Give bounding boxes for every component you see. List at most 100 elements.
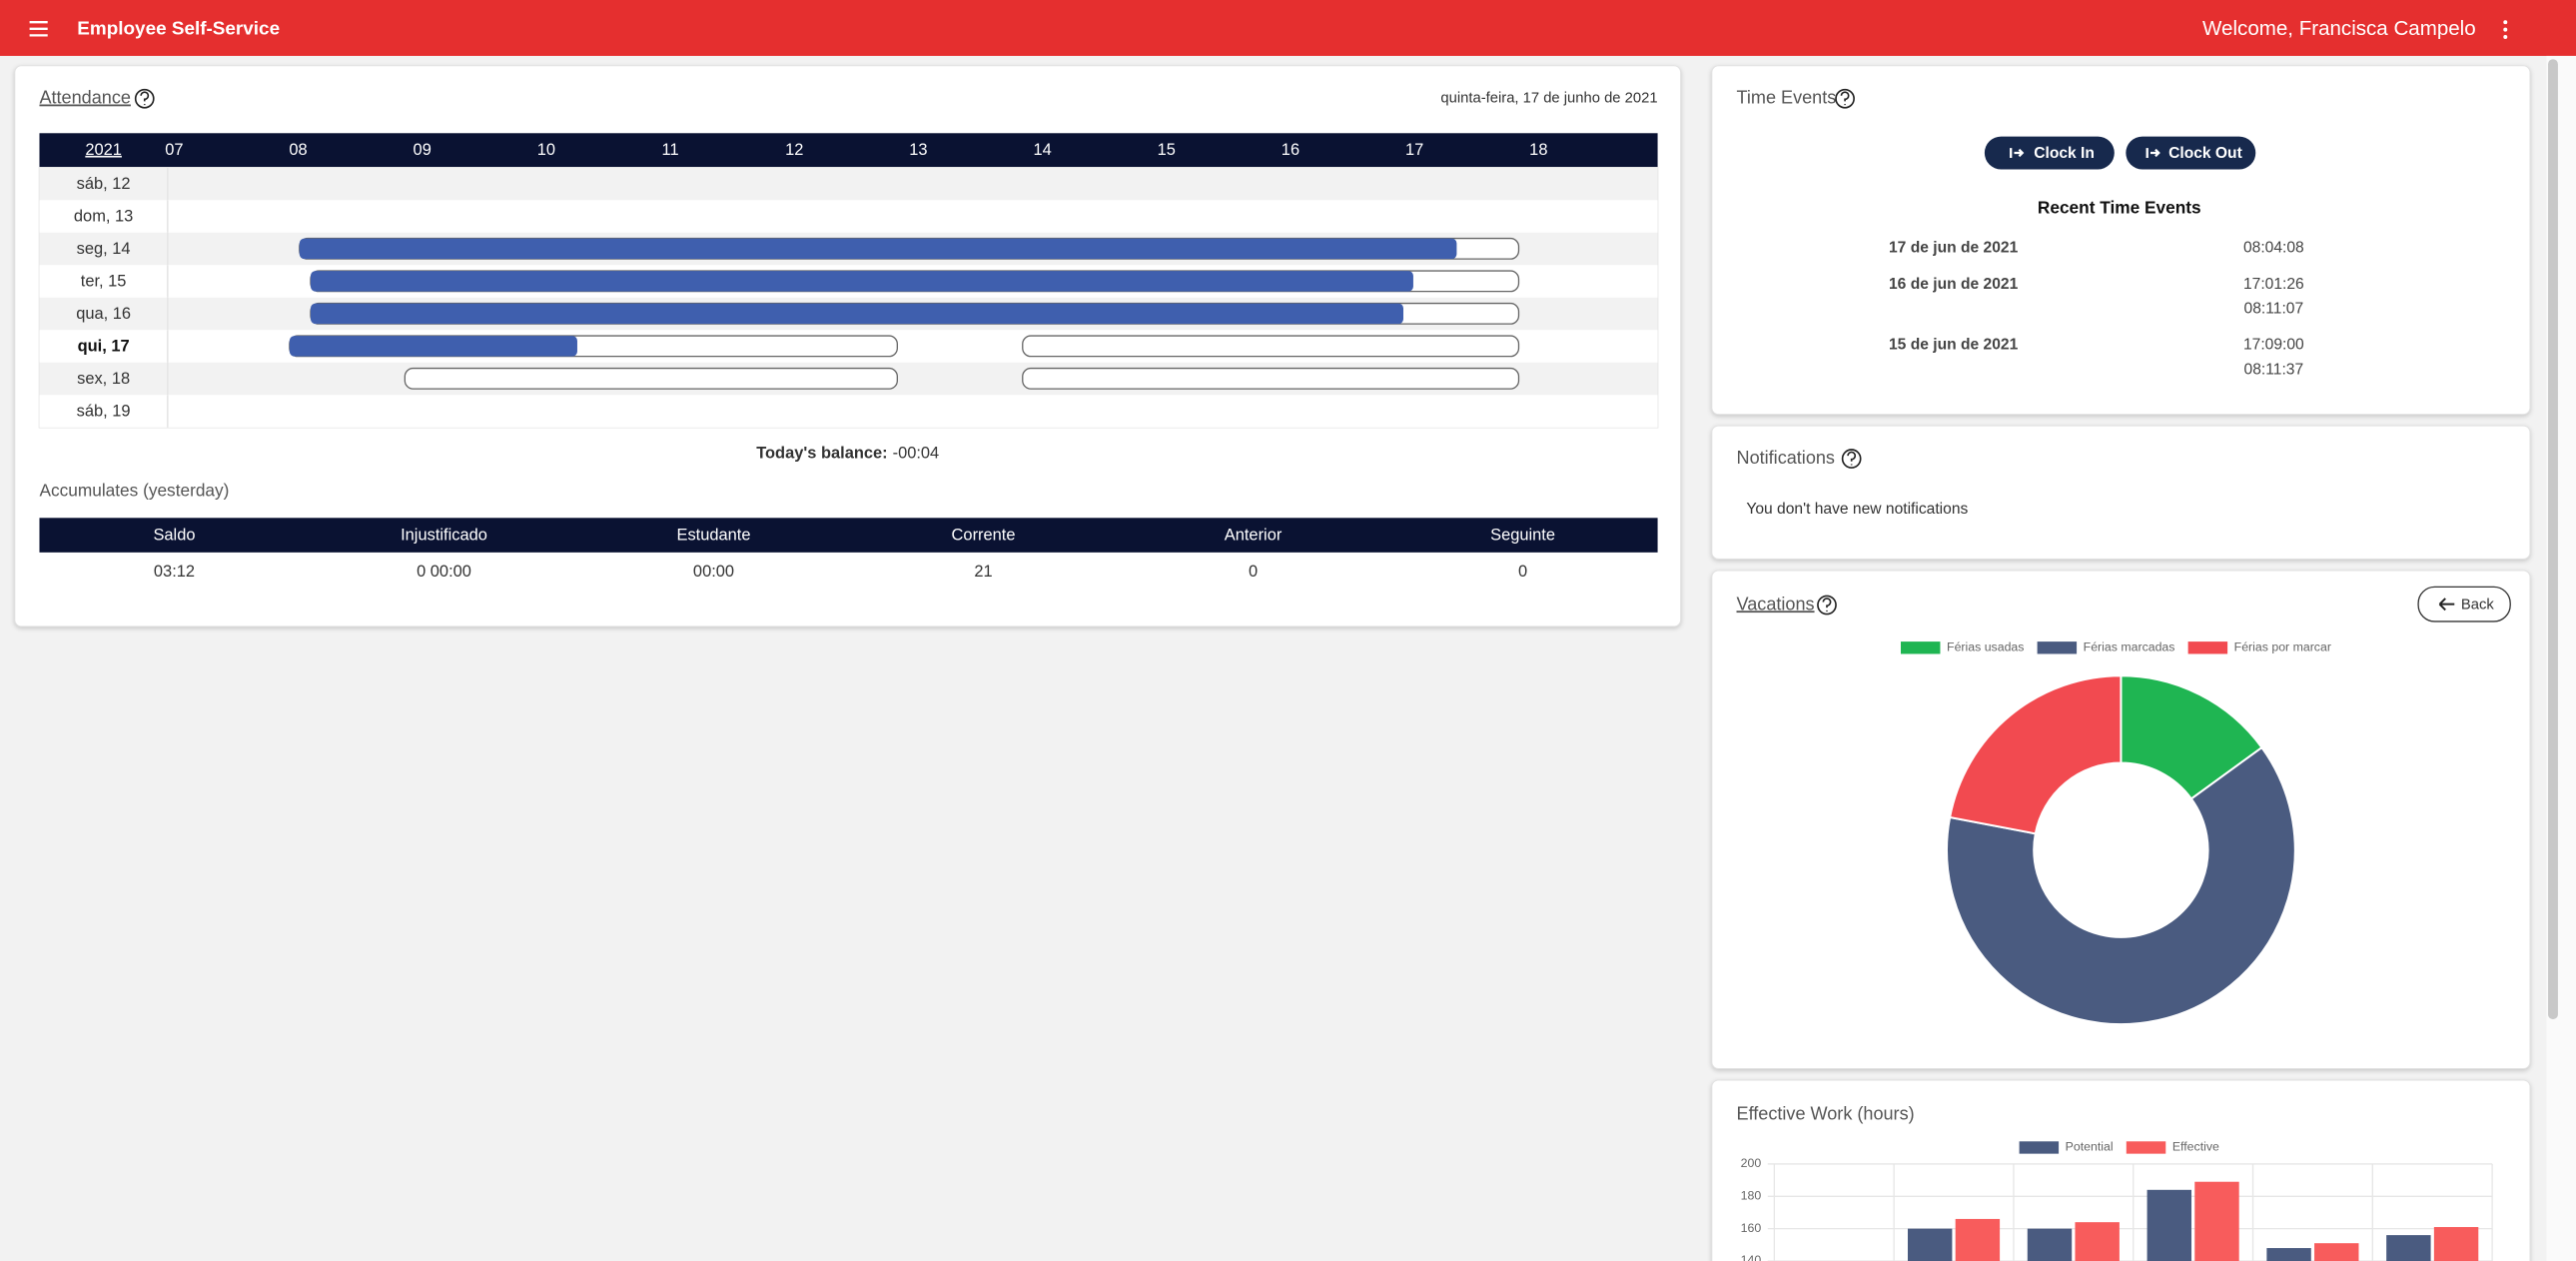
card-title: Notifications (1737, 448, 1835, 468)
legend-label: Effective (2172, 1140, 2219, 1154)
cell: 0 (1249, 563, 1258, 581)
card-title[interactable]: Attendance (39, 88, 130, 108)
event-time: 08:04:08 (2243, 240, 2304, 257)
button-label: Clock Out (2168, 145, 2242, 162)
y-tick-label: 160 (1741, 1221, 1762, 1235)
hour-tick-label: 09 (414, 141, 431, 159)
button-label: Back (2461, 597, 2494, 613)
legend-swatch (1900, 641, 1941, 654)
cell: 03:12 (154, 563, 195, 581)
hour-tick-label: 16 (1282, 141, 1299, 159)
y-tick-label: 180 (1741, 1189, 1762, 1203)
hour-tick-label: 07 (165, 141, 183, 159)
bar (2314, 1243, 2359, 1261)
day-label: sex, 18 (77, 370, 130, 388)
event-date: 17 de jun de 2021 (1889, 240, 2019, 257)
y-tick-label: 140 (1741, 1253, 1762, 1261)
legend-swatch (2187, 641, 2228, 654)
hour-tick-label: 14 (1033, 141, 1051, 159)
legend-swatch (2037, 641, 2078, 654)
event-date: 15 de jun de 2021 (1889, 337, 2019, 354)
current-date: quinta-feira, 17 de junho de 2021 (1440, 91, 1657, 107)
cell: 21 (974, 563, 992, 581)
cell: 00:00 (693, 563, 734, 581)
clock-out-button[interactable]: Clock Out (2126, 136, 2256, 170)
help-icon[interactable] (1817, 595, 1837, 616)
worked-bar (310, 303, 1404, 325)
app-bar (0, 0, 2576, 56)
recent-title: Recent Time Events (2038, 198, 2201, 218)
day-row (39, 167, 1658, 201)
hour-tick-label: 11 (662, 141, 679, 159)
legend-swatch (2126, 1141, 2166, 1154)
balance-value: -00:04 (893, 444, 940, 462)
time-events-card (1711, 65, 2531, 416)
legend-label: Potential (2066, 1140, 2114, 1154)
day-label: qua, 16 (76, 305, 131, 323)
bar (2386, 1235, 2431, 1261)
help-icon[interactable] (1841, 449, 1862, 469)
day-label: sáb, 19 (77, 403, 131, 421)
bar (2147, 1189, 2191, 1261)
legend-swatch (2019, 1141, 2060, 1154)
pie-slice (1948, 674, 2123, 835)
worked-bar (310, 271, 1413, 292)
bar (2027, 1228, 2073, 1261)
event-time: 08:11:07 (2244, 300, 2304, 317)
hour-tick-label: 10 (537, 141, 555, 159)
card-title: Time Events (1737, 88, 1837, 108)
day-row (39, 200, 1658, 233)
bar (2075, 1222, 2120, 1261)
hour-tick-label: 15 (1158, 141, 1176, 159)
legend-label: Férias por marcar (2234, 640, 2331, 654)
schedule-bar (404, 367, 899, 390)
bar (2194, 1181, 2239, 1261)
balance: Today's balance: -00:04 (756, 444, 939, 462)
day-label: ter, 15 (81, 273, 127, 291)
balance-label: Today's balance: (756, 444, 887, 462)
column-header: Anterior (1225, 527, 1283, 545)
column-header: Seguinte (1490, 527, 1555, 545)
pie-slice (1946, 745, 2296, 1026)
column-header: Saldo (153, 527, 195, 545)
event-time: 17:01:26 (2243, 276, 2304, 293)
y-tick-label: 200 (1741, 1156, 1762, 1170)
help-icon[interactable] (134, 88, 155, 109)
notification-message: You don't have new notifications (1746, 501, 1968, 518)
notifications-card (1711, 425, 2531, 560)
legend-label: Férias marcadas (2084, 640, 2175, 654)
cell: 0 (1518, 563, 1527, 581)
more-button[interactable] (2503, 20, 2508, 39)
day-label: sáb, 12 (77, 175, 131, 193)
hour-tick-label: 08 (289, 141, 307, 159)
day-row (39, 395, 1658, 428)
day-label: qui, 17 (78, 338, 130, 356)
hour-tick-label: 13 (909, 141, 927, 159)
year[interactable]: 2021 (85, 141, 122, 159)
help-icon[interactable] (1835, 88, 1855, 109)
cell: 0 00:00 (417, 563, 471, 581)
scroll-thumb[interactable] (2548, 59, 2558, 1020)
worked-bar (299, 238, 1457, 260)
event-time: 08:11:37 (2244, 361, 2304, 378)
hour-tick-label: 17 (1405, 141, 1423, 159)
button-label: Clock In (2034, 145, 2095, 162)
card-title[interactable]: Vacations (1737, 594, 1815, 614)
menu-button[interactable] (29, 21, 48, 37)
event-date: 16 de jun de 2021 (1889, 276, 2019, 293)
bar (2266, 1248, 2311, 1261)
vacations-card (1711, 570, 2531, 1069)
bar (1955, 1218, 2001, 1261)
card-title: Effective Work (hours) (1737, 1103, 1915, 1123)
clock-in-button[interactable]: Clock In (1984, 136, 2115, 170)
day-label: dom, 13 (74, 208, 133, 226)
welcome: Welcome, Francisca Campelo (2202, 17, 2476, 40)
worked-bar (289, 336, 577, 357)
bar (1907, 1228, 1953, 1261)
column-header: Estudante (677, 527, 751, 545)
schedule-bar (1022, 335, 1520, 358)
back-button[interactable]: Back (2417, 586, 2511, 623)
hour-tick-label: 12 (785, 141, 803, 159)
